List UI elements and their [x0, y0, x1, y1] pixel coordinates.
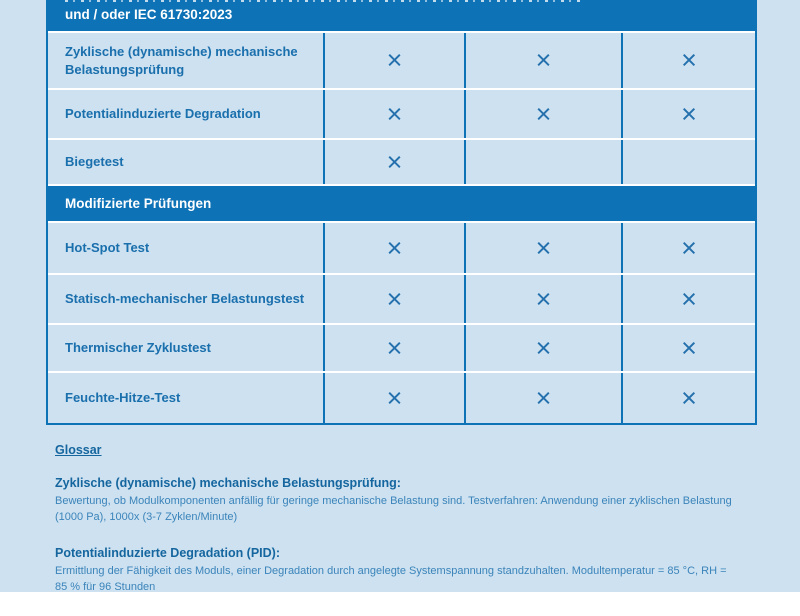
row-label: Feuchte-Hitze-Test: [65, 390, 181, 405]
table-row: Feuchte-Hitze-Test × × ×: [48, 371, 755, 423]
x-mark: ×: [464, 373, 621, 423]
x-mark: ×: [464, 33, 621, 88]
page-bottom-margin: [0, 592, 800, 600]
empty-mark-cell: [621, 140, 755, 184]
glossary-definition-line: Ermittlung der Fähigkeit des Moduls, ein…: [55, 565, 727, 577]
x-mark: ×: [621, 325, 755, 371]
table-row: Thermischer Zyklustest × × ×: [48, 323, 755, 371]
x-mark: ×: [621, 373, 755, 423]
row-label: Thermischer Zyklustest: [65, 340, 211, 355]
section-header-title: Modifizierte Prüfungen: [65, 196, 212, 211]
x-mark: ×: [621, 90, 755, 138]
glossary-definition-line: (1000 Pa), 1000x (3-7 Zyklen/Minute): [55, 510, 238, 523]
table-row: Zyklische (dynamische) mechanische Belas…: [48, 31, 755, 88]
x-mark: ×: [323, 373, 464, 423]
table-header-row: und / oder IEC 61730:2023: [48, 0, 755, 31]
x-mark: ×: [323, 223, 464, 273]
x-mark: ×: [621, 33, 755, 88]
glossary-term: Zyklische (dynamische) mechanische Belas…: [55, 476, 401, 490]
row-label: Statisch-mechanischer Belastungstest: [65, 291, 305, 306]
table-row: Potentialinduzierte Degradation × × ×: [48, 88, 755, 138]
glossary-section: Glossar Zyklische (dynamische) mechanisc…: [55, 443, 775, 616]
glossary-entry: Zyklische (dynamische) mechanische Belas…: [55, 476, 775, 525]
x-mark: ×: [464, 90, 621, 138]
document-page: und / oder IEC 61730:2023 Zyklische (dyn…: [0, 0, 800, 600]
row-label: Potentialinduzierte Degradation: [65, 106, 261, 121]
glossary-definition-line: 85 % für 96 Stunden: [55, 580, 156, 593]
row-label: Hot-Spot Test: [65, 240, 150, 255]
x-mark: ×: [323, 33, 464, 88]
glossary-entry: Potentialinduzierte Degradation (PID): E…: [55, 546, 775, 595]
table-header-title: und / oder IEC 61730:2023: [65, 7, 233, 22]
cutoff-text-fragment: [65, 0, 585, 2]
table-section-header: Modifizierte Prüfungen: [48, 184, 755, 221]
x-mark: ×: [621, 223, 755, 273]
x-mark: ×: [464, 223, 621, 273]
x-mark: ×: [323, 140, 464, 184]
x-mark: ×: [323, 275, 464, 323]
x-mark: ×: [323, 325, 464, 371]
row-label: Zyklische (dynamische) mechanische Belas…: [65, 43, 298, 77]
test-matrix-table: und / oder IEC 61730:2023 Zyklische (dyn…: [46, 0, 757, 425]
glossary-definition-line: Bewertung, ob Modulkomponenten anfällig …: [55, 495, 732, 507]
glossary-term: Potentialinduzierte Degradation (PID):: [55, 546, 281, 560]
empty-mark-cell: [464, 140, 621, 184]
table-row: Biegetest ×: [48, 138, 755, 184]
x-mark: ×: [323, 90, 464, 138]
table-row: Statisch-mechanischer Belastungstest × ×…: [48, 273, 755, 323]
x-mark: ×: [464, 325, 621, 371]
table-row: Hot-Spot Test × × ×: [48, 221, 755, 273]
row-label: Biegetest: [65, 154, 124, 169]
glossary-title: Glossar: [55, 443, 102, 457]
x-mark: ×: [464, 275, 621, 323]
x-mark: ×: [621, 275, 755, 323]
